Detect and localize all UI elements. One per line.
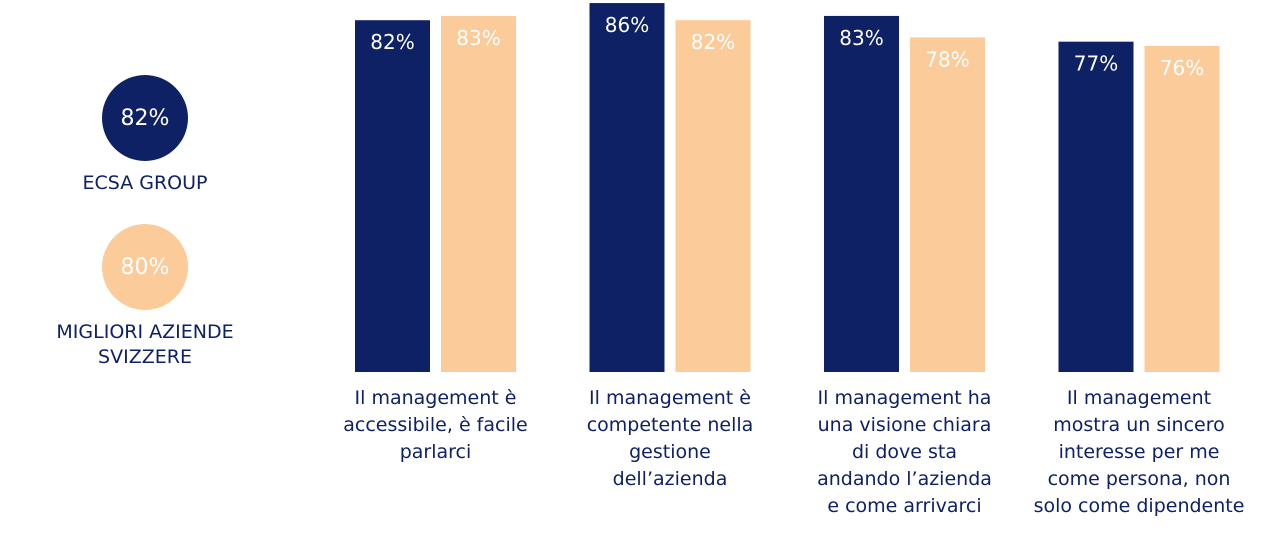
legend-value-ecsa-group: 82% — [120, 105, 170, 131]
bar-value-label: 76% — [1160, 56, 1204, 80]
bar-ecsa-group-2 — [589, 3, 665, 373]
legend-swatch-ecsa-group: 82% — [102, 75, 188, 161]
bar-group-2: 86% 82% — [589, 3, 751, 373]
bar-value-label: 82% — [691, 30, 735, 54]
bar-value-label: 83% — [839, 26, 883, 50]
bar-value-label: 83% — [456, 26, 500, 50]
legend-swatch-migliori-aziende: 80% — [102, 224, 188, 310]
chart-legend: 82% ECSA GROUP 80% MIGLIORI AZIENDE SVIZ… — [20, 75, 270, 370]
bar-migliori-aziende-2 — [675, 20, 751, 372]
bar-ecsa-group-1 — [355, 20, 430, 372]
bar-ecsa-group-4 — [1058, 41, 1134, 373]
bar-group-4: 77% 76% — [1058, 41, 1220, 373]
category-label-3: Il management ha una visione chiara di dov… — [817, 387, 992, 517]
bar-migliori-aziende-1 — [441, 15, 516, 373]
bar-group-1: 82% 83% — [355, 15, 516, 373]
bar-group-3: 83% 78% — [824, 15, 985, 373]
bar-value-label: 86% — [605, 13, 649, 37]
category-label-4: Il management mostra un sincero interesse … — [1034, 387, 1245, 517]
bar-ecsa-group-3 — [824, 15, 899, 373]
bar-migliori-aziende-4 — [1144, 45, 1220, 373]
legend-item-migliori-aziende: 80% MIGLIORI AZIENDE SVIZZERE — [20, 224, 270, 370]
legend-value-migliori-aziende: 80% — [120, 254, 170, 280]
bar-migliori-aziende-3 — [910, 37, 985, 372]
bar-value-label: 82% — [370, 30, 414, 54]
legend-label-ecsa-group: ECSA GROUP — [82, 172, 208, 194]
bar-value-label: 77% — [1074, 52, 1118, 76]
legend-label-migliori-aziende: MIGLIORI AZIENDE SVIZZERE — [56, 321, 234, 368]
legend-item-ecsa-group: 82% ECSA GROUP — [20, 75, 270, 196]
category-label-1: Il management è accessibile, è facile parl… — [343, 387, 527, 463]
category-label-2: Il management è competente nella gestione d… — [587, 387, 754, 490]
bar-value-label: 78% — [925, 47, 969, 71]
